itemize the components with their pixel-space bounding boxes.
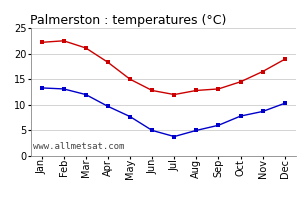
Text: www.allmetsat.com: www.allmetsat.com — [33, 142, 124, 151]
Text: Palmerston : temperatures (°C): Palmerston : temperatures (°C) — [30, 14, 227, 27]
